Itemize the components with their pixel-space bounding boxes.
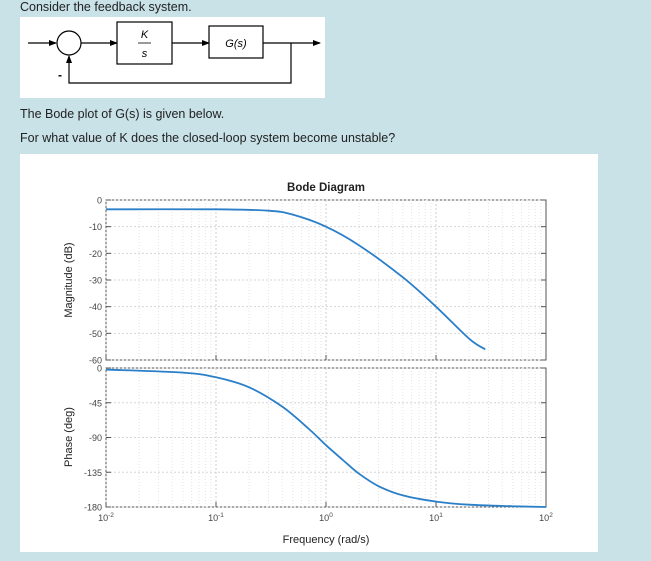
magnitude-curve <box>105 208 486 351</box>
x-tick-label: 101 <box>429 512 443 523</box>
question-prompt: For what value of K does the closed-loop… <box>20 131 396 145</box>
plant-block <box>208 25 264 59</box>
question-intro: Consider the feedback system. <box>20 0 192 14</box>
magnitude-tick-label: 0 <box>97 196 102 206</box>
controller-numerator: K <box>141 29 149 41</box>
x-tick-label: 10-2 <box>98 512 114 523</box>
magnitude-tick-label: -20 <box>89 249 102 259</box>
magnitude-ylabel: Magnitude (dB) <box>63 242 75 317</box>
phase-tick-label: -135 <box>84 468 102 478</box>
phase-tick-label: 0 <box>97 364 102 374</box>
block-diagram: K s G(s) - <box>20 17 325 98</box>
feedback-sign: - <box>58 68 62 82</box>
x-tick-label: 102 <box>539 512 553 523</box>
x-tick-label: 10-1 <box>208 512 224 523</box>
phase-curve <box>105 368 547 508</box>
phase-tick-label: -90 <box>89 433 102 443</box>
frequency-xlabel: Frequency (rad/s) <box>283 534 370 546</box>
magnitude-tick-label: -50 <box>89 329 102 339</box>
phase-tick-label: -45 <box>89 398 102 408</box>
summing-junction <box>56 30 82 56</box>
phase-ylabel: Phase (deg) <box>63 407 75 467</box>
bode-intro: The Bode plot of G(s) is given below. <box>20 107 225 121</box>
chart-title: Bode Diagram <box>287 182 365 194</box>
plant-label: G(s) <box>225 38 247 50</box>
x-tick-label: 100 <box>319 512 333 523</box>
magnitude-tick-label: -60 <box>89 356 102 366</box>
magnitude-tick-label: -10 <box>89 222 102 232</box>
magnitude-tick-label: -40 <box>89 302 102 312</box>
controller-denominator: s <box>142 48 148 60</box>
magnitude-tick-label: -30 <box>89 276 102 286</box>
bode-plot: Bode Diagram 0-10-20-30-40-50-600-45-90-… <box>20 154 598 552</box>
phase-tick-label: -180 <box>84 503 102 513</box>
